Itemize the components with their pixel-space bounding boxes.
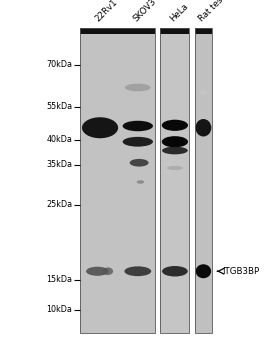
Ellipse shape bbox=[125, 84, 151, 91]
Bar bbox=[160, 28, 189, 332]
Text: 55kDa: 55kDa bbox=[46, 102, 72, 111]
Ellipse shape bbox=[82, 117, 118, 138]
Ellipse shape bbox=[162, 136, 188, 147]
Bar bbox=[155, 28, 160, 332]
Bar bbox=[80, 28, 155, 332]
Text: 40kDa: 40kDa bbox=[46, 135, 72, 145]
Ellipse shape bbox=[199, 91, 208, 95]
Ellipse shape bbox=[167, 166, 183, 170]
Bar bbox=[121, 28, 155, 332]
Text: 25kDa: 25kDa bbox=[46, 200, 72, 209]
Text: SKOV3: SKOV3 bbox=[131, 0, 158, 24]
Text: ITGB3BP: ITGB3BP bbox=[222, 267, 259, 276]
Bar bbox=[189, 28, 195, 332]
Ellipse shape bbox=[124, 266, 151, 276]
Bar bbox=[80, 28, 155, 34]
Bar bbox=[80, 28, 121, 332]
Ellipse shape bbox=[123, 137, 153, 147]
Ellipse shape bbox=[130, 159, 149, 167]
Bar bbox=[160, 28, 189, 34]
Ellipse shape bbox=[196, 119, 211, 136]
Ellipse shape bbox=[123, 121, 153, 131]
Text: 10kDa: 10kDa bbox=[46, 305, 72, 314]
Bar bbox=[195, 28, 212, 332]
Bar bbox=[195, 28, 212, 34]
Ellipse shape bbox=[103, 267, 113, 275]
Text: HeLa: HeLa bbox=[169, 2, 190, 24]
Ellipse shape bbox=[162, 120, 188, 131]
Bar bbox=[160, 28, 189, 332]
Text: 15kDa: 15kDa bbox=[46, 275, 72, 285]
Ellipse shape bbox=[199, 43, 208, 48]
Text: 70kDa: 70kDa bbox=[46, 60, 72, 69]
Bar bbox=[80, 28, 212, 332]
Ellipse shape bbox=[86, 267, 109, 276]
Text: 22Rv1: 22Rv1 bbox=[94, 0, 120, 24]
Ellipse shape bbox=[137, 180, 144, 184]
Ellipse shape bbox=[196, 264, 211, 278]
Bar bbox=[195, 28, 212, 332]
Text: 35kDa: 35kDa bbox=[46, 160, 72, 169]
Ellipse shape bbox=[162, 147, 188, 154]
Ellipse shape bbox=[162, 266, 188, 276]
Text: Rat testis: Rat testis bbox=[197, 0, 232, 24]
